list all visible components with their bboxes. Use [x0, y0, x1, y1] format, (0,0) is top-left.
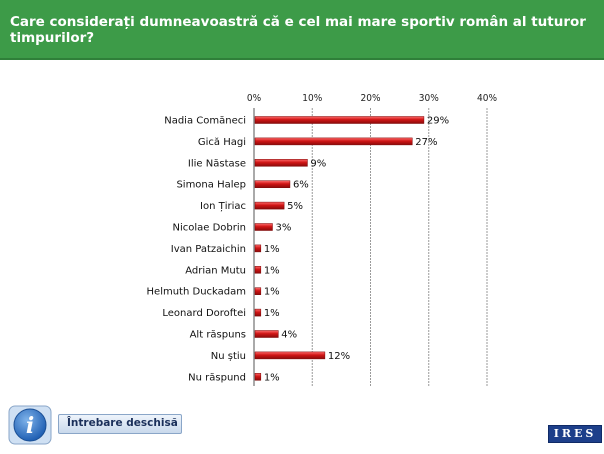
svg-text:i: i — [26, 413, 34, 439]
bar — [254, 223, 273, 231]
data-label: 4% — [281, 330, 297, 341]
x-tick-label: 40% — [477, 93, 497, 104]
category-label: Ion Țiriac — [200, 201, 246, 212]
category-label: Nadia Comăneci — [164, 116, 246, 127]
data-label: 27% — [415, 137, 437, 148]
data-label: 5% — [287, 201, 303, 212]
ires-logo: IRES — [548, 425, 602, 443]
data-label: 1% — [264, 372, 280, 383]
header-bar: Care considerați dumneavoastră că e cel … — [0, 0, 604, 60]
x-tick-label: 10% — [302, 93, 322, 104]
data-label: 3% — [275, 223, 291, 234]
category-label: Gică Hagi — [198, 137, 246, 148]
page-title: Care considerați dumneavoastră că e cel … — [10, 14, 586, 46]
open-question-label[interactable]: Întrebare deschisă — [58, 414, 182, 434]
data-label: 6% — [293, 180, 309, 191]
bar — [254, 266, 262, 274]
category-label: Ivan Patzaichin — [171, 244, 246, 255]
bar — [254, 180, 291, 188]
bar — [254, 287, 262, 295]
bar — [254, 159, 308, 167]
category-label: Nu răspund — [188, 372, 246, 383]
bar — [254, 201, 285, 210]
data-label: 1% — [264, 287, 280, 298]
data-label: 1% — [264, 244, 280, 255]
category-label: Leonard Doroftei — [162, 308, 246, 319]
x-tick-label: 30% — [419, 93, 439, 104]
category-label: Simona Halep — [176, 180, 246, 191]
category-label: Adrian Mutu — [185, 265, 246, 276]
bar — [254, 137, 413, 146]
data-label: 1% — [264, 308, 280, 319]
category-label: Ilie Năstase — [188, 158, 246, 169]
x-tick-label: 0% — [247, 93, 262, 104]
category-label: Helmuth Duckadam — [147, 287, 246, 298]
category-label: Nu știu — [211, 351, 246, 362]
data-label: 12% — [328, 351, 350, 362]
info-icon[interactable]: i — [8, 405, 52, 445]
bar — [254, 330, 279, 338]
x-tick-label: 20% — [361, 93, 381, 104]
bar — [254, 116, 425, 124]
data-label: 9% — [310, 158, 326, 169]
category-label: Nicolae Dobrin — [172, 223, 246, 234]
bar — [254, 351, 326, 360]
bar — [254, 308, 262, 317]
bar — [254, 373, 262, 381]
data-label: 29% — [427, 116, 449, 127]
bar — [254, 244, 262, 253]
data-label: 1% — [264, 265, 280, 276]
category-label: Alt răspuns — [190, 330, 246, 341]
